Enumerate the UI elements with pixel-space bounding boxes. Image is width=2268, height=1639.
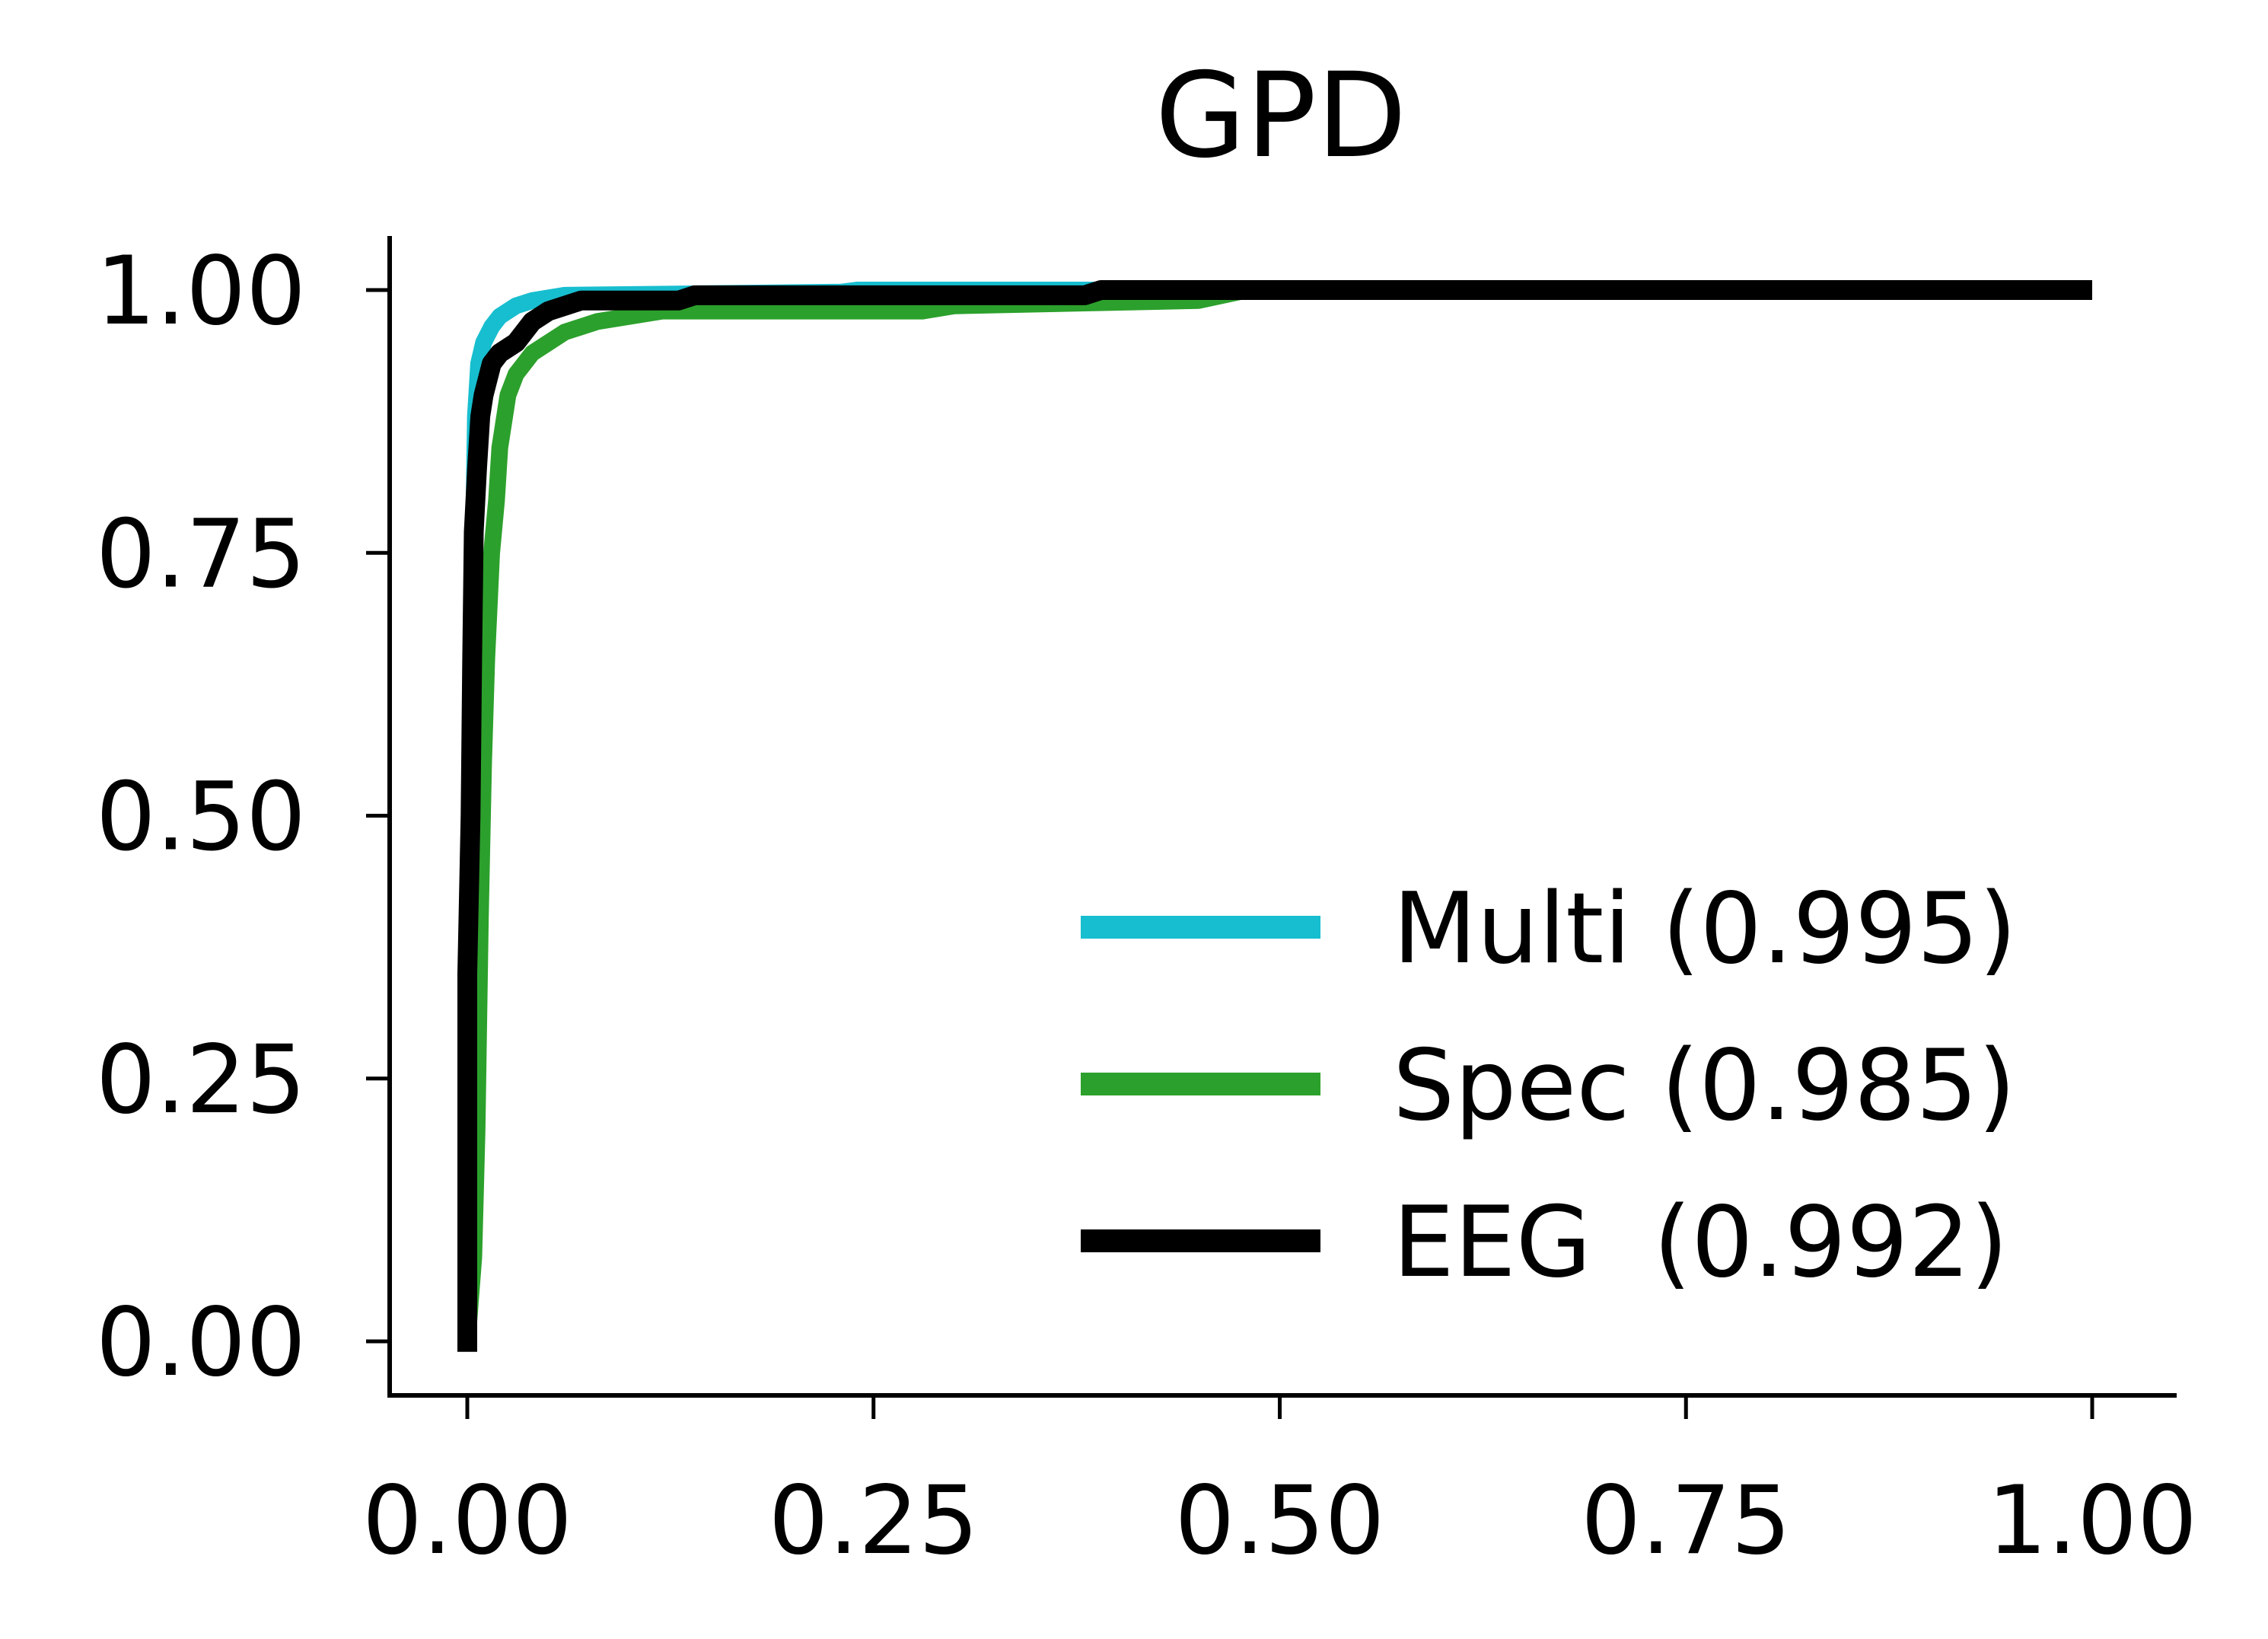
y-tick-label: 0.25 [96, 1025, 306, 1135]
legend: Multi (0.995) Spec (0.985) EEG (0.992) [1081, 872, 2017, 1299]
chart-title: GPD [1155, 48, 1407, 184]
y-tick-label: 1.00 [96, 237, 306, 346]
legend-label: Spec (0.985) [1393, 1029, 2016, 1143]
x-tick-label: 0.50 [1174, 1466, 1384, 1576]
series-line-3 [457, 280, 2092, 1352]
y-tick-label: 0.50 [96, 763, 306, 872]
series-line-2 [459, 282, 2092, 1342]
legend-label: EEG (0.992) [1393, 1186, 2008, 1299]
x-tick-label: 0.00 [362, 1466, 572, 1576]
y-tick-label: 0.75 [96, 499, 306, 609]
series-lines [457, 280, 2092, 1352]
x-tick-label: 0.25 [769, 1466, 979, 1576]
y-tick-label: 0.00 [96, 1288, 306, 1398]
ticks: 0.00 0.25 0.50 0.75 1.00 0.00 0.25 0.50 0.75 1.00 [96, 237, 2197, 1576]
series-line-1 [459, 282, 2092, 1341]
x-tick-label: 1.00 [1987, 1466, 2197, 1576]
legend-label: Multi (0.995) [1393, 872, 2017, 986]
x-tick-label: 0.75 [1581, 1466, 1791, 1576]
